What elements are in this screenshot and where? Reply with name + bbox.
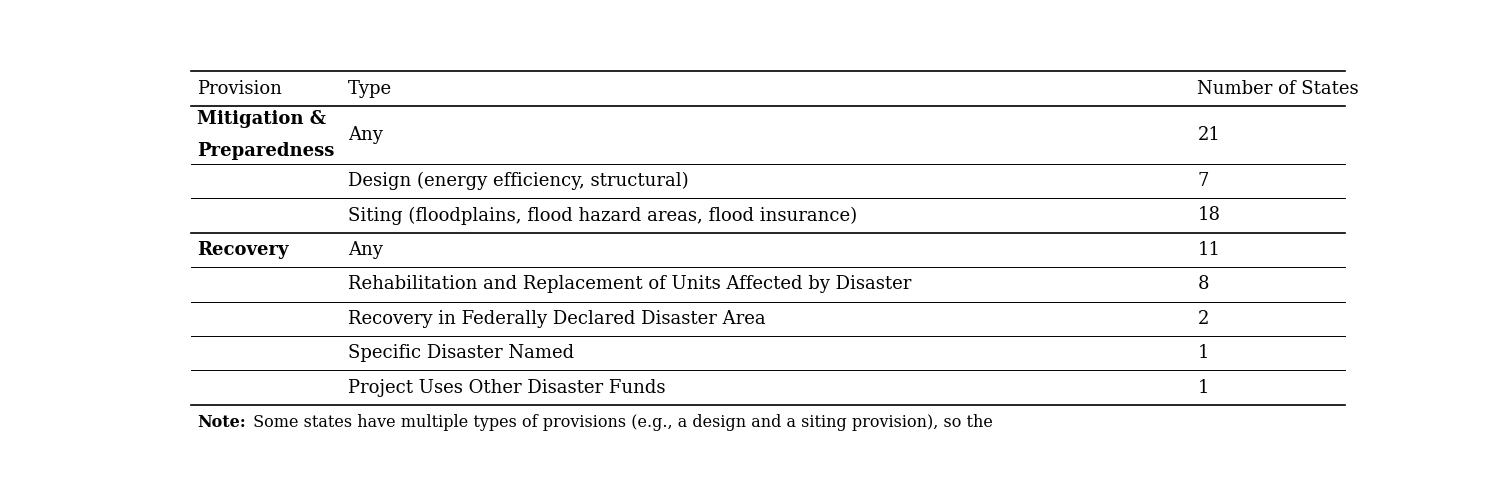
Text: Specific Disaster Named: Specific Disaster Named	[348, 344, 575, 362]
Text: 1: 1	[1198, 344, 1208, 362]
Text: Type: Type	[348, 80, 392, 98]
Text: Provision: Provision	[197, 80, 282, 98]
Text: 18: 18	[1198, 207, 1220, 225]
Text: Some states have multiple types of provisions (e.g., a design and a siting provi: Some states have multiple types of provi…	[248, 414, 994, 431]
Text: Mitigation &: Mitigation &	[197, 110, 326, 128]
Text: Note:: Note:	[197, 414, 246, 431]
Text: Rehabilitation and Replacement of Units Affected by Disaster: Rehabilitation and Replacement of Units …	[348, 276, 911, 294]
Text: Design (energy efficiency, structural): Design (energy efficiency, structural)	[348, 172, 689, 190]
Text: Project Uses Other Disaster Funds: Project Uses Other Disaster Funds	[348, 379, 665, 397]
Text: 1: 1	[1198, 379, 1208, 397]
Text: Recovery: Recovery	[197, 241, 288, 259]
Text: Number of States: Number of States	[1198, 80, 1358, 98]
Text: Recovery in Federally Declared Disaster Area: Recovery in Federally Declared Disaster …	[348, 310, 766, 328]
Text: 8: 8	[1198, 276, 1208, 294]
Text: Any: Any	[348, 126, 383, 144]
Text: 2: 2	[1198, 310, 1208, 328]
Text: 21: 21	[1198, 126, 1220, 144]
Text: 7: 7	[1198, 172, 1208, 190]
Text: 11: 11	[1198, 241, 1220, 259]
Text: Any: Any	[348, 241, 383, 259]
Text: Preparedness: Preparedness	[197, 141, 335, 159]
Text: Siting (floodplains, flood hazard areas, flood insurance): Siting (floodplains, flood hazard areas,…	[348, 207, 857, 225]
